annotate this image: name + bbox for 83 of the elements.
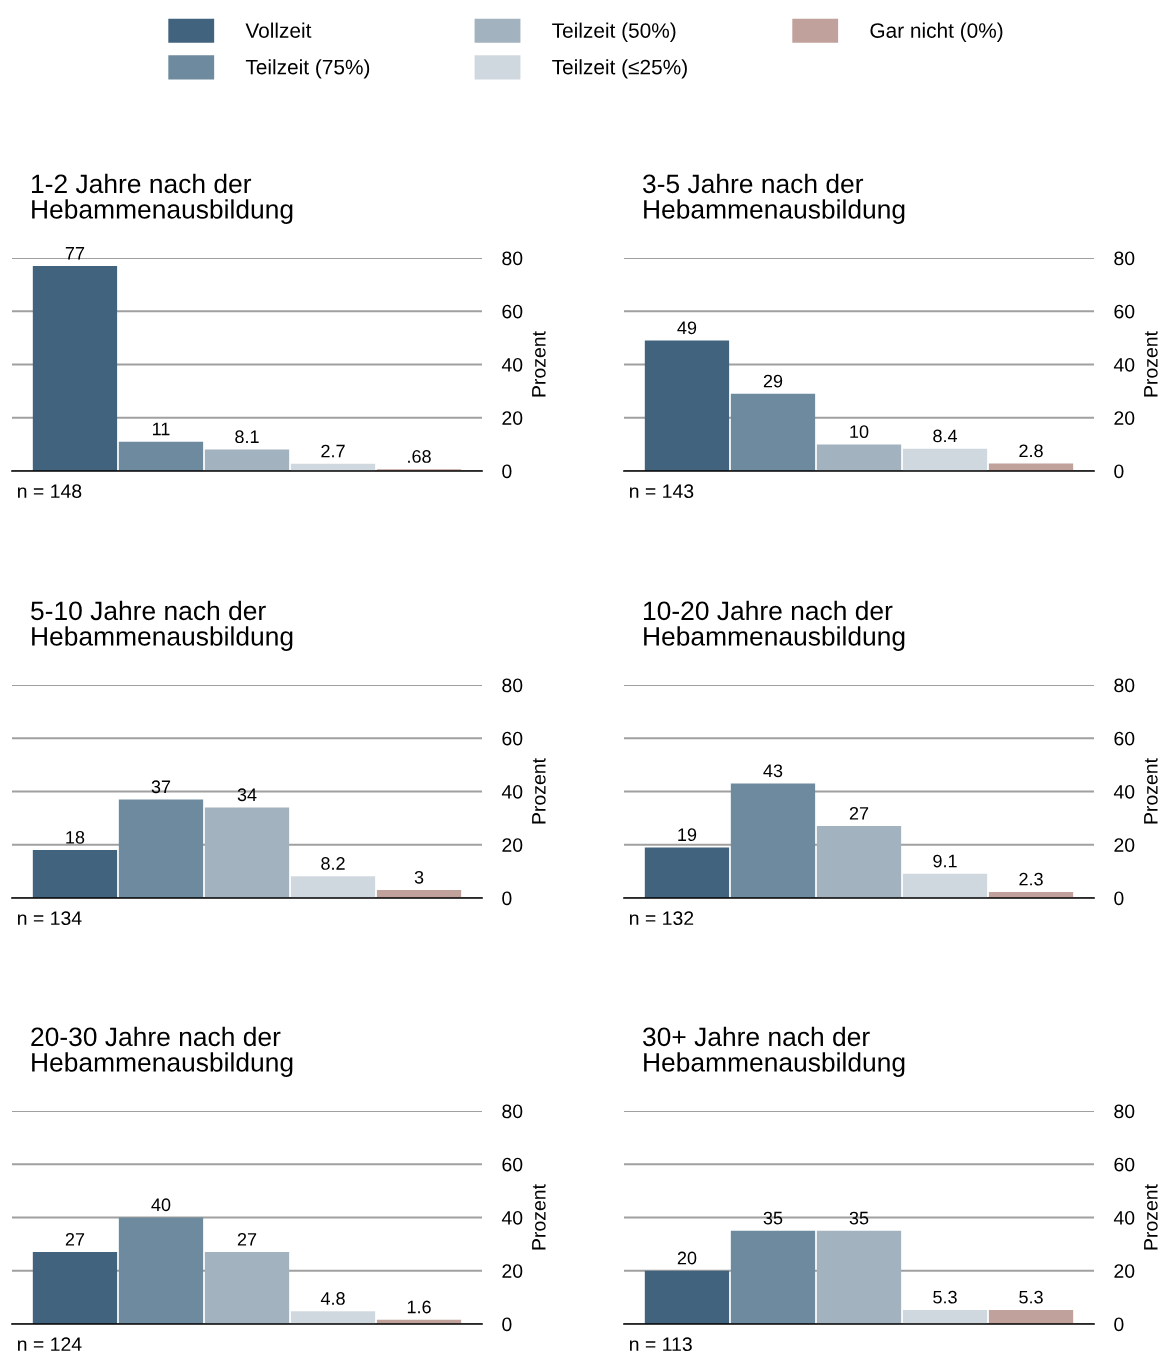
y-tick-label: 0 <box>1114 1317 1124 1332</box>
data-label: 8.1 <box>235 430 259 444</box>
data-label: 5.3 <box>933 1290 957 1304</box>
data-label: .68 <box>408 450 431 463</box>
data-label: 35 <box>763 1211 783 1225</box>
data-label: 49 <box>677 321 697 335</box>
y-tick-label: 60 <box>1114 1157 1135 1172</box>
y-tick-label: 40 <box>1113 357 1135 372</box>
data-label: 20 <box>677 1251 697 1265</box>
data-label: 35 <box>849 1211 869 1225</box>
data-label: 11 <box>152 422 170 436</box>
legend-label: Vollzeit <box>245 22 312 38</box>
data-label: 3 <box>414 870 424 884</box>
data-label: 2.3 <box>1019 872 1043 886</box>
data-label: 27 <box>65 1232 85 1246</box>
data-label: 29 <box>763 374 783 388</box>
data-label: 8.2 <box>321 857 345 870</box>
y-tick-label: 20 <box>1114 411 1135 425</box>
legend-label: Gar nicht (0%) <box>870 22 1003 43</box>
y-tick-label: 40 <box>1113 784 1135 799</box>
text: n = 113 <box>629 1337 692 1352</box>
data-label: 19 <box>678 828 697 842</box>
data-label: 18 <box>66 830 85 844</box>
text: n = 148 <box>17 484 82 499</box>
y-tick-label: 0 <box>502 1317 512 1332</box>
y-tick-label: 0 <box>502 464 512 479</box>
y-tick-label: 60 <box>1114 304 1135 319</box>
chart-title: 20-30 Jahre nach der Hebammenausbildung <box>31 1026 293 1077</box>
y-tick-label: 60 <box>502 1157 523 1172</box>
data-label: 10 <box>850 425 869 439</box>
text: n = 124 <box>17 1337 82 1351</box>
data-label: 4.8 <box>320 1292 345 1305</box>
y-axis-title: Prozent <box>532 758 546 824</box>
y-axis-title: Prozent <box>532 1184 546 1250</box>
y-tick-label: 80 <box>502 1104 523 1119</box>
y-tick-label: 60 <box>502 304 523 319</box>
y-axis-title: Prozent <box>1144 331 1158 397</box>
chart-title: 30+ Jahre nach der Hebammenausbildung <box>643 1026 905 1077</box>
chart-title: 1-2 Jahre nach der Hebammenausbildung <box>32 173 293 224</box>
y-tick-label: 60 <box>502 731 523 746</box>
data-label: 9.1 <box>933 854 957 868</box>
y-tick-label: 20 <box>1114 838 1135 852</box>
data-label: 77 <box>65 247 85 260</box>
y-axis-title: Prozent <box>1144 1184 1158 1250</box>
y-tick-label: 80 <box>1114 251 1135 266</box>
data-label: 43 <box>763 764 783 778</box>
legend-label: Teilzeit (≤25%) <box>552 59 687 79</box>
y-tick-label: 40 <box>1113 1210 1135 1225</box>
legend-label: Teilzeit (75%) <box>245 59 370 79</box>
data-label: 5.3 <box>1019 1290 1043 1304</box>
y-tick-label: 60 <box>1114 731 1135 746</box>
y-tick-label: 0 <box>502 891 512 906</box>
data-label: 2.8 <box>1019 444 1043 458</box>
y-tick-label: 80 <box>502 678 523 693</box>
data-label: 8.4 <box>933 429 958 443</box>
y-tick-label: 20 <box>1114 1264 1135 1278</box>
data-label: 34 <box>237 788 257 802</box>
y-tick-label: 80 <box>502 251 523 266</box>
data-label: 37 <box>151 780 171 794</box>
y-axis-title: Prozent <box>1144 758 1158 824</box>
chart-title: 3-5 Jahre nach der Hebammenausbildung <box>643 173 905 224</box>
data-label: 2.7 <box>321 444 345 458</box>
text: n = 134 <box>17 911 82 926</box>
data-label: 40 <box>151 1198 171 1212</box>
y-tick-label: 20 <box>502 411 523 425</box>
chart-title: 5-10 Jahre nach der Hebammenausbildung <box>31 600 293 651</box>
y-tick-label: 0 <box>1114 891 1124 906</box>
y-tick-label: 20 <box>502 838 523 852</box>
y-axis-title: Prozent <box>532 331 546 397</box>
y-tick-label: 80 <box>1114 678 1135 693</box>
y-tick-label: 40 <box>501 1210 523 1225</box>
data-label: 27 <box>849 806 869 820</box>
chart-title: 10-20 Jahre nach der Hebammenausbildung <box>644 600 905 651</box>
y-tick-label: 20 <box>502 1264 523 1278</box>
y-tick-label: 0 <box>1114 464 1124 479</box>
y-tick-label: 40 <box>501 784 523 799</box>
text: n = 132 <box>629 911 694 926</box>
data-label: 1.6 <box>407 1300 431 1314</box>
data-label: 27 <box>237 1232 257 1246</box>
text: n = 143 <box>629 484 694 499</box>
legend-label: Teilzeit (50%) <box>552 22 676 43</box>
y-tick-label: 80 <box>1114 1104 1135 1119</box>
y-tick-label: 40 <box>501 357 523 372</box>
